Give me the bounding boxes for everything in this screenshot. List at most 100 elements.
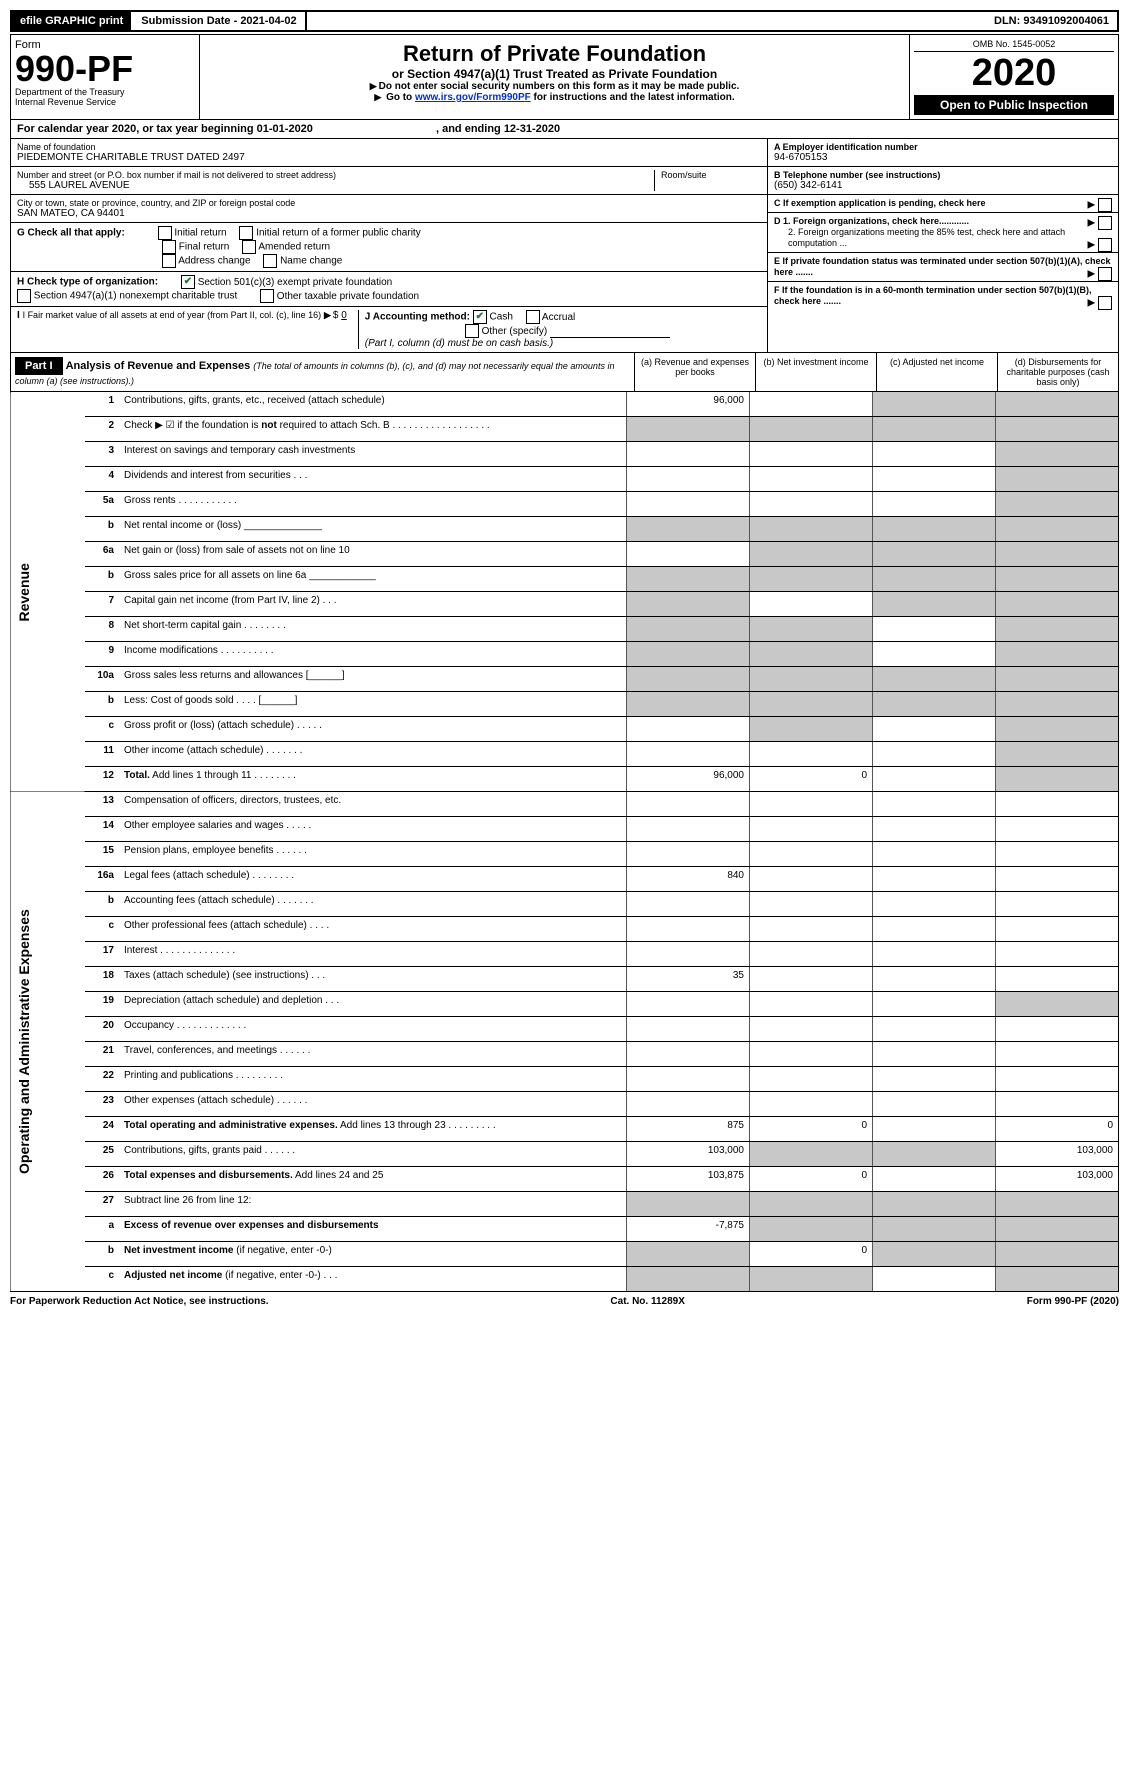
amount-cell: 96,000 (627, 392, 750, 417)
row-number: 15 (85, 842, 119, 867)
row-description: Taxes (attach schedule) (see instruction… (119, 967, 627, 992)
amount-cell (627, 467, 750, 492)
amount-cell (873, 1167, 996, 1192)
checkbox-initial-return[interactable] (158, 226, 172, 240)
amount-cell (873, 567, 996, 592)
amount-cell: 0 (750, 1242, 873, 1267)
row-description: Total expenses and disbursements. Add li… (119, 1167, 627, 1192)
amount-cell (873, 992, 996, 1017)
row-number: 25 (85, 1142, 119, 1167)
row-description: Gross profit or (loss) (attach schedule)… (119, 717, 627, 742)
checkbox-address-change[interactable] (162, 254, 176, 268)
amount-cell (996, 742, 1119, 767)
info-right: A Employer identification number 94-6705… (768, 139, 1118, 352)
checkbox-initial-former[interactable] (239, 226, 253, 240)
amount-cell (750, 567, 873, 592)
dept-treasury: Department of the Treasury (15, 87, 195, 97)
amount-cell: 103,000 (996, 1167, 1119, 1192)
section-g: G Check all that apply: Initial return I… (11, 223, 767, 272)
checkbox-e[interactable] (1098, 267, 1112, 281)
row-number: 17 (85, 942, 119, 967)
ein-cell: A Employer identification number 94-6705… (768, 139, 1118, 167)
col-d-header: (d) Disbursements for charitable purpose… (997, 353, 1118, 391)
opt-4947: Section 4947(a)(1) nonexempt charitable … (34, 291, 237, 302)
j-label: J Accounting method: (365, 312, 470, 323)
amount-cell (996, 492, 1119, 517)
checkbox-name-change[interactable] (263, 254, 277, 268)
row-number: 16a (85, 867, 119, 892)
checkbox-amended[interactable] (242, 240, 256, 254)
amount-cell (873, 1067, 996, 1092)
amount-cell (996, 817, 1119, 842)
row-number: 26 (85, 1167, 119, 1192)
amount-cell (750, 792, 873, 817)
footer-left: For Paperwork Reduction Act Notice, see … (10, 1296, 269, 1307)
checkbox-c[interactable] (1098, 198, 1112, 212)
amount-cell (750, 442, 873, 467)
amount-cell (996, 467, 1119, 492)
amount-cell (873, 1267, 996, 1292)
amount-cell (873, 617, 996, 642)
amount-cell (873, 767, 996, 792)
amount-cell (996, 1192, 1119, 1217)
amount-cell (627, 1267, 750, 1292)
c-cell: C If exemption application is pending, c… (768, 195, 1118, 213)
amount-cell (996, 392, 1119, 417)
amount-cell (750, 1067, 873, 1092)
amount-cell (750, 717, 873, 742)
col-c-header: (c) Adjusted net income (876, 353, 997, 391)
opt-initial: Initial return (174, 228, 226, 239)
row-number: 10a (85, 667, 119, 692)
row-description: Compensation of officers, directors, tru… (119, 792, 627, 817)
table-row: bNet investment income (if negative, ent… (11, 1242, 1119, 1267)
table-row: 5aGross rents . . . . . . . . . . . (11, 492, 1119, 517)
row-description: Contributions, gifts, grants paid . . . … (119, 1142, 627, 1167)
checkbox-accrual[interactable] (526, 310, 540, 324)
checkbox-other-taxable[interactable] (260, 289, 274, 303)
dln: DLN: 93491092004061 (986, 12, 1117, 30)
opt-addrchange: Address change (178, 256, 250, 267)
table-row: 23Other expenses (attach schedule) . . .… (11, 1092, 1119, 1117)
amount-cell (873, 1017, 996, 1042)
col-a-header: (a) Revenue and expenses per books (634, 353, 755, 391)
checkbox-f[interactable] (1098, 296, 1112, 310)
amount-cell (996, 542, 1119, 567)
opt-501c3: Section 501(c)(3) exempt private foundat… (198, 277, 393, 288)
amount-cell (996, 1017, 1119, 1042)
amount-cell (627, 417, 750, 442)
amount-cell (750, 742, 873, 767)
calendar-begin: For calendar year 2020, or tax year begi… (17, 123, 313, 135)
row-description: Dividends and interest from securities .… (119, 467, 627, 492)
table-row: 20Occupancy . . . . . . . . . . . . . (11, 1017, 1119, 1042)
table-row: 17Interest . . . . . . . . . . . . . . (11, 942, 1119, 967)
f-cell: F If the foundation is in a 60-month ter… (768, 282, 1118, 310)
i-label: I Fair market value of all assets at end… (23, 310, 322, 320)
j-note: (Part I, column (d) must be on cash basi… (365, 338, 553, 349)
checkbox-4947[interactable] (17, 289, 31, 303)
amount-cell (996, 867, 1119, 892)
checkbox-d1[interactable] (1098, 216, 1112, 230)
checkbox-d2[interactable] (1098, 238, 1112, 252)
amount-cell (627, 1017, 750, 1042)
amount-cell (627, 542, 750, 567)
d-cell: D 1. Foreign organizations, check here..… (768, 213, 1118, 253)
table-row: 21Travel, conferences, and meetings . . … (11, 1042, 1119, 1067)
row-number: 2 (85, 417, 119, 442)
checkbox-501c3[interactable]: ✔ (181, 275, 195, 289)
section-h: H Check type of organization: ✔ Section … (11, 272, 767, 307)
amount-cell (996, 717, 1119, 742)
amount-cell (750, 1217, 873, 1242)
row-description: Contributions, gifts, grants, etc., rece… (119, 392, 627, 417)
amount-cell (627, 667, 750, 692)
checkbox-other-method[interactable] (465, 324, 479, 338)
amount-cell (996, 917, 1119, 942)
opt-accrual: Accrual (542, 312, 575, 323)
irs-link[interactable]: www.irs.gov/Form990PF (415, 92, 531, 103)
amount-cell (627, 642, 750, 667)
foundation-name: PIEDEMONTE CHARITABLE TRUST DATED 2497 (17, 152, 761, 163)
checkbox-final[interactable] (162, 240, 176, 254)
amount-cell (750, 892, 873, 917)
checkbox-cash[interactable]: ✔ (473, 310, 487, 324)
section-ij: I I Fair market value of all assets at e… (11, 307, 767, 352)
row-description: Accounting fees (attach schedule) . . . … (119, 892, 627, 917)
